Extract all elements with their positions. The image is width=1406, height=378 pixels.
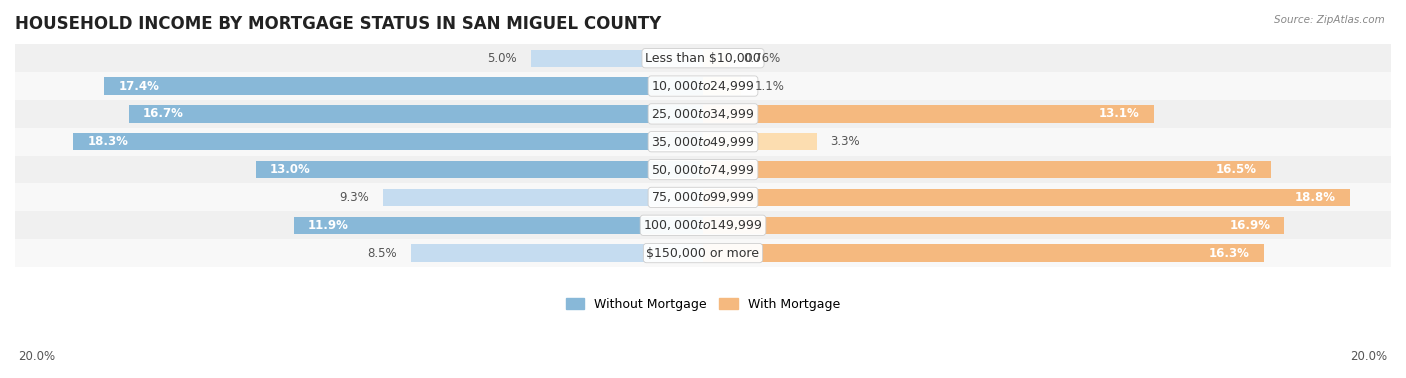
Bar (703, 50, 730, 67)
Bar (703, 217, 1284, 234)
Text: 1.1%: 1.1% (755, 79, 785, 93)
Bar (15, 44, 1391, 72)
Bar (15, 156, 1391, 183)
Bar (703, 189, 1350, 206)
Text: $50,000 to $74,999: $50,000 to $74,999 (651, 163, 755, 177)
Bar (104, 77, 703, 94)
Text: 13.1%: 13.1% (1099, 107, 1140, 120)
Bar (703, 161, 1271, 178)
Text: 0.76%: 0.76% (742, 52, 780, 65)
Text: 16.7%: 16.7% (142, 107, 183, 120)
Text: 11.9%: 11.9% (308, 219, 349, 232)
Bar (73, 133, 703, 150)
Text: HOUSEHOLD INCOME BY MORTGAGE STATUS IN SAN MIGUEL COUNTY: HOUSEHOLD INCOME BY MORTGAGE STATUS IN S… (15, 15, 661, 33)
Text: $25,000 to $34,999: $25,000 to $34,999 (651, 107, 755, 121)
Text: 20.0%: 20.0% (1351, 350, 1388, 363)
Text: 18.3%: 18.3% (87, 135, 128, 148)
Bar (15, 211, 1391, 239)
Text: 9.3%: 9.3% (340, 191, 370, 204)
Text: 16.3%: 16.3% (1209, 246, 1250, 260)
Bar (703, 133, 817, 150)
Bar (128, 105, 703, 122)
Bar (15, 183, 1391, 211)
Bar (15, 239, 1391, 267)
Text: 16.9%: 16.9% (1230, 219, 1271, 232)
Text: Source: ZipAtlas.com: Source: ZipAtlas.com (1274, 15, 1385, 25)
Bar (703, 77, 741, 94)
Bar (703, 105, 1154, 122)
Text: $100,000 to $149,999: $100,000 to $149,999 (644, 218, 762, 232)
Bar (15, 72, 1391, 100)
Text: 18.8%: 18.8% (1295, 191, 1336, 204)
Text: $150,000 or more: $150,000 or more (647, 246, 759, 260)
Bar (294, 217, 703, 234)
Text: $10,000 to $24,999: $10,000 to $24,999 (651, 79, 755, 93)
Bar (15, 128, 1391, 156)
Bar (256, 161, 703, 178)
Bar (531, 50, 703, 67)
Text: Less than $10,000: Less than $10,000 (645, 52, 761, 65)
Text: 20.0%: 20.0% (18, 350, 55, 363)
Bar (382, 189, 703, 206)
Text: 3.3%: 3.3% (831, 135, 860, 148)
Bar (703, 245, 1264, 262)
Text: 8.5%: 8.5% (367, 246, 396, 260)
Bar (411, 245, 703, 262)
Text: 13.0%: 13.0% (270, 163, 311, 176)
Text: $75,000 to $99,999: $75,000 to $99,999 (651, 191, 755, 204)
Text: 5.0%: 5.0% (488, 52, 517, 65)
Text: 16.5%: 16.5% (1216, 163, 1257, 176)
Bar (15, 100, 1391, 128)
Text: $35,000 to $49,999: $35,000 to $49,999 (651, 135, 755, 149)
Text: 17.4%: 17.4% (118, 79, 159, 93)
Legend: Without Mortgage, With Mortgage: Without Mortgage, With Mortgage (561, 293, 845, 316)
